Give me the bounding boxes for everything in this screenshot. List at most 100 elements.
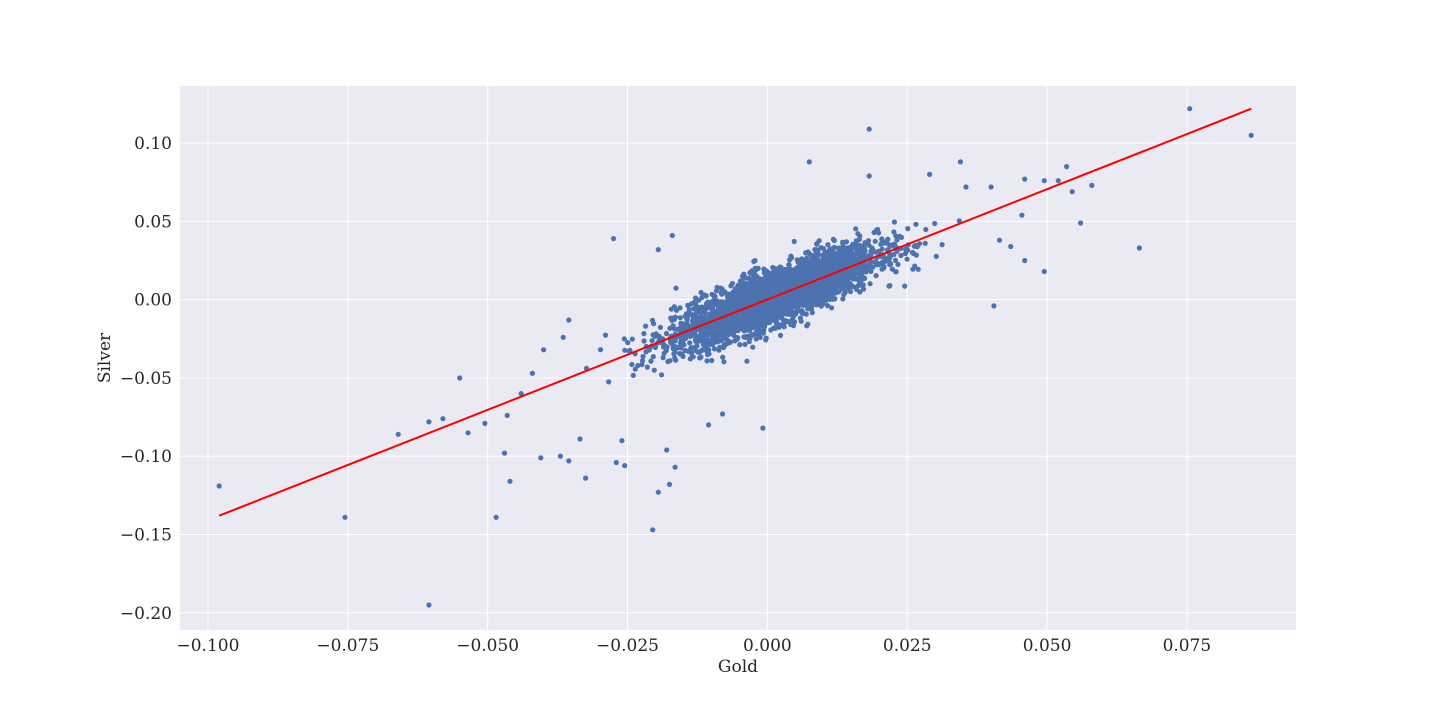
data-point <box>806 266 813 273</box>
data-point <box>716 347 722 353</box>
data-point <box>719 286 725 292</box>
data-point <box>810 274 816 280</box>
data-point <box>656 333 662 339</box>
data-point <box>698 329 704 336</box>
data-point <box>619 438 625 444</box>
data-point <box>735 335 741 341</box>
data-point <box>715 329 721 335</box>
data-point <box>763 337 769 343</box>
data-point <box>722 342 728 348</box>
data-point <box>801 310 807 316</box>
data-point <box>667 358 673 364</box>
data-point <box>673 285 679 291</box>
data-point <box>1019 212 1025 218</box>
y-tick-label: −0.20 <box>120 604 172 624</box>
data-point <box>440 416 446 422</box>
data-point <box>892 257 899 263</box>
data-point <box>840 241 846 247</box>
data-point <box>557 453 564 459</box>
y-tick-label: 0.05 <box>134 212 172 232</box>
data-point <box>826 281 833 287</box>
data-point <box>622 347 628 353</box>
data-point <box>772 266 779 272</box>
data-point <box>786 277 792 283</box>
data-point <box>922 240 928 246</box>
data-point <box>648 358 654 364</box>
y-tick-label: −0.10 <box>120 447 172 467</box>
data-point <box>732 325 738 331</box>
data-point <box>831 244 838 250</box>
data-point <box>698 354 704 360</box>
data-point <box>914 244 920 250</box>
data-point <box>672 464 678 470</box>
data-point <box>685 302 691 308</box>
data-point <box>717 299 723 305</box>
grid-lines <box>180 86 1296 630</box>
data-point <box>747 292 754 298</box>
data-point <box>791 238 797 245</box>
data-point <box>933 253 939 259</box>
data-point <box>632 366 638 372</box>
data-point <box>703 334 709 340</box>
data-point <box>710 329 716 335</box>
data-point <box>711 292 717 299</box>
data-point <box>731 300 737 306</box>
data-point <box>784 310 790 316</box>
data-point <box>566 317 572 323</box>
data-point <box>682 348 688 354</box>
data-point <box>761 317 767 323</box>
data-point <box>737 300 743 306</box>
data-point <box>1089 182 1095 188</box>
data-point <box>866 173 872 179</box>
data-point <box>879 241 885 247</box>
data-point <box>725 297 731 303</box>
data-point <box>774 321 780 327</box>
data-point <box>693 313 699 319</box>
data-point <box>688 345 694 351</box>
data-point <box>641 338 647 344</box>
data-point <box>713 335 719 341</box>
data-point <box>1041 268 1047 275</box>
data-point <box>639 358 646 364</box>
data-point <box>727 317 733 323</box>
data-point <box>841 258 847 264</box>
data-point <box>720 411 726 417</box>
data-point <box>825 242 831 248</box>
data-point <box>854 249 861 255</box>
data-point <box>826 262 832 268</box>
data-point <box>493 514 499 520</box>
data-point <box>727 301 733 307</box>
data-point <box>742 328 748 334</box>
data-point <box>1022 176 1028 182</box>
data-point <box>904 256 910 262</box>
data-point <box>538 455 544 461</box>
data-point <box>709 357 715 364</box>
data-point <box>773 275 779 281</box>
data-point <box>714 325 720 331</box>
data-point <box>746 311 752 317</box>
data-point <box>814 240 820 246</box>
y-axis-label: Silver <box>95 332 115 383</box>
data-point <box>829 305 835 311</box>
data-point <box>671 304 678 310</box>
data-point <box>809 255 815 261</box>
data-point <box>1078 220 1084 226</box>
data-point <box>825 303 831 309</box>
data-point <box>808 299 814 305</box>
data-point <box>763 305 769 311</box>
data-point <box>804 323 810 329</box>
data-point <box>693 348 699 354</box>
data-point <box>852 274 858 280</box>
data-point <box>747 328 753 334</box>
data-point <box>898 252 904 259</box>
data-point <box>606 379 612 385</box>
data-point <box>767 302 773 308</box>
data-point <box>714 284 720 290</box>
data-point <box>797 315 804 321</box>
data-point <box>735 314 741 321</box>
data-point <box>745 297 751 304</box>
data-point <box>796 270 802 276</box>
data-point <box>216 483 222 489</box>
x-tick-label: 0.050 <box>1023 636 1072 656</box>
data-point <box>690 332 696 338</box>
